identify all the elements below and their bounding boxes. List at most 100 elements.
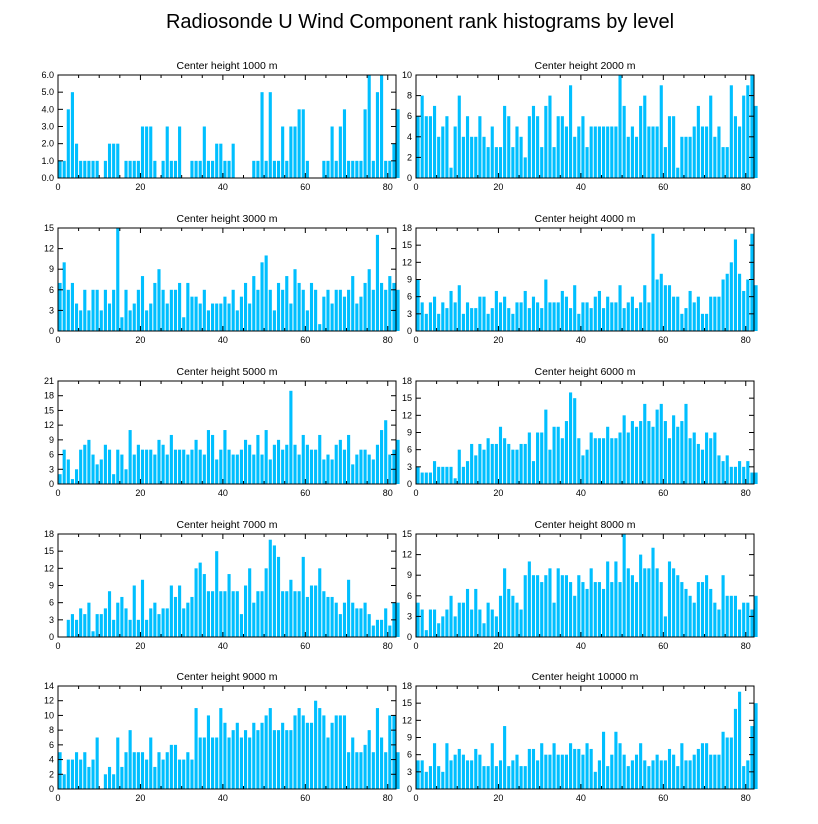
bar (297, 454, 301, 484)
panel-title: Center height 7000 m (177, 519, 278, 531)
bar (256, 434, 260, 484)
bar (227, 303, 231, 331)
bar (338, 289, 342, 331)
bar (614, 731, 618, 789)
bar (219, 303, 223, 331)
bar (355, 160, 359, 178)
bar (688, 760, 692, 789)
bar (330, 459, 334, 484)
bar (289, 126, 293, 178)
bar (630, 126, 634, 178)
bar (120, 766, 124, 789)
bar (643, 403, 647, 484)
bar (634, 426, 639, 484)
bar (231, 143, 235, 178)
bar (738, 691, 742, 789)
bar (465, 760, 470, 789)
bar (297, 109, 301, 178)
bar (498, 426, 503, 484)
bar (733, 708, 738, 789)
bar (527, 116, 531, 178)
bar (140, 579, 145, 637)
chart-panel-4: Center height 4000 m 0 20 40 60 80 0 3 6 9 12 15 18 (402, 213, 758, 345)
bar (186, 752, 190, 789)
bar (556, 568, 560, 637)
bar (116, 228, 120, 331)
bar (564, 754, 569, 789)
bar (359, 160, 363, 178)
y-tick-label: 6 (407, 591, 412, 601)
bar (91, 631, 95, 637)
bar (470, 760, 474, 789)
bar (182, 759, 186, 789)
bar (449, 290, 453, 331)
y-tick-label: 6 (49, 285, 54, 295)
bar (589, 308, 593, 331)
bar (112, 474, 116, 484)
bar (330, 303, 334, 331)
bar (577, 313, 581, 331)
bar (334, 602, 338, 637)
bar (441, 302, 445, 331)
bar (569, 582, 573, 637)
bar (420, 609, 424, 637)
bar (206, 430, 211, 484)
bar (465, 588, 470, 637)
bar (338, 715, 342, 789)
panel-title: Center height 6000 m (535, 366, 636, 378)
bar (371, 752, 375, 789)
bar (523, 443, 527, 484)
bar (342, 109, 347, 178)
bar (252, 454, 256, 484)
x-tick-label: 0 (55, 488, 60, 498)
bar (585, 743, 589, 789)
bar (202, 454, 206, 484)
bar (322, 160, 326, 178)
x-tick-label: 0 (413, 488, 418, 498)
bar (536, 302, 540, 331)
bar (198, 449, 202, 484)
bar (388, 160, 392, 178)
bar (709, 438, 713, 484)
bar (614, 126, 618, 178)
bar (676, 296, 680, 331)
bar (83, 160, 87, 178)
bar (540, 743, 544, 789)
bar (83, 752, 87, 789)
bar (66, 759, 70, 789)
bar (380, 737, 384, 789)
bar (202, 737, 206, 789)
bar (498, 302, 503, 331)
bar (663, 760, 667, 789)
bar (445, 466, 449, 484)
bar (486, 602, 490, 637)
bar (355, 303, 359, 331)
bar (482, 766, 486, 789)
bar (252, 160, 256, 178)
bar (326, 160, 330, 178)
bar (622, 415, 626, 484)
bar (420, 760, 424, 789)
bar (182, 608, 186, 637)
bar (215, 551, 219, 637)
bar (746, 760, 750, 789)
bar (676, 766, 680, 789)
bar (194, 296, 198, 331)
panel-title: Center height 2000 m (535, 60, 636, 72)
bar (601, 308, 606, 331)
bar (581, 455, 585, 484)
bar (276, 730, 281, 789)
x-tick-label: 0 (55, 641, 60, 651)
bar (713, 296, 717, 331)
bar (667, 748, 672, 789)
y-tick-label: 1.0 (41, 156, 54, 166)
x-tick-label: 20 (135, 335, 145, 345)
bar (223, 430, 227, 484)
bar (700, 126, 705, 178)
bar (116, 449, 120, 484)
bar (589, 432, 593, 484)
y-tick-label: 9 (407, 428, 412, 438)
bar (552, 426, 556, 484)
x-tick-label: 20 (135, 182, 145, 192)
bar (486, 766, 490, 789)
